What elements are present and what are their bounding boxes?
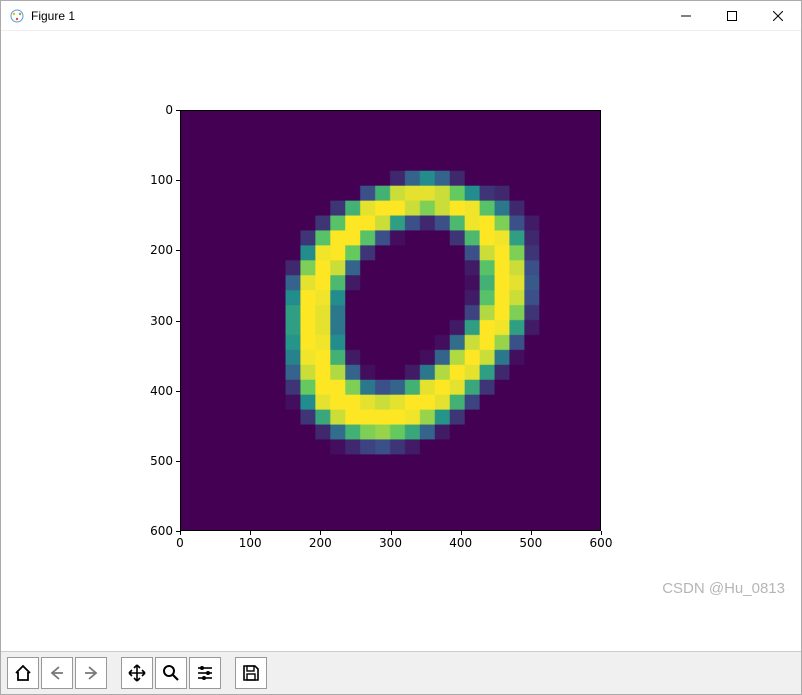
- titlebar: Figure 1: [1, 1, 801, 31]
- xtick-label: 600: [590, 536, 613, 550]
- back-icon: [47, 663, 67, 683]
- ytick-label: 100: [133, 173, 173, 187]
- save-button[interactable]: [235, 657, 267, 689]
- subplots-button[interactable]: [189, 657, 221, 689]
- close-button[interactable]: [755, 1, 801, 31]
- ytick-label: 600: [133, 524, 173, 538]
- watermark-text: CSDN @Hu_0813: [662, 580, 785, 597]
- pan-icon: [127, 663, 147, 683]
- heatmap-image: [181, 111, 600, 530]
- home-button[interactable]: [7, 657, 39, 689]
- figure-canvas[interactable]: 01002003004005006000100200300400500600 C…: [1, 31, 801, 645]
- save-icon: [241, 663, 261, 683]
- home-icon: [13, 663, 33, 683]
- app-icon: [9, 8, 25, 24]
- ytick-label: 500: [133, 454, 173, 468]
- minimize-button[interactable]: [663, 1, 709, 31]
- xtick-label: 200: [309, 536, 332, 550]
- ytick-label: 0: [133, 103, 173, 117]
- subplots-icon: [195, 663, 215, 683]
- back-button[interactable]: [41, 657, 73, 689]
- window-title: Figure 1: [31, 9, 75, 23]
- zoom-icon: [161, 663, 181, 683]
- forward-button[interactable]: [75, 657, 107, 689]
- xtick-label: 100: [239, 536, 262, 550]
- forward-icon: [81, 663, 101, 683]
- xtick-label: 0: [176, 536, 184, 550]
- ytick-label: 200: [133, 243, 173, 257]
- maximize-button[interactable]: [709, 1, 755, 31]
- xtick-label: 400: [449, 536, 472, 550]
- xtick-label: 300: [379, 536, 402, 550]
- ytick-label: 400: [133, 384, 173, 398]
- ytick-label: 300: [133, 314, 173, 328]
- nav-toolbar: [1, 651, 801, 694]
- plot-axes: [180, 110, 601, 531]
- zoom-button[interactable]: [155, 657, 187, 689]
- pan-button[interactable]: [121, 657, 153, 689]
- xtick-label: 500: [519, 536, 542, 550]
